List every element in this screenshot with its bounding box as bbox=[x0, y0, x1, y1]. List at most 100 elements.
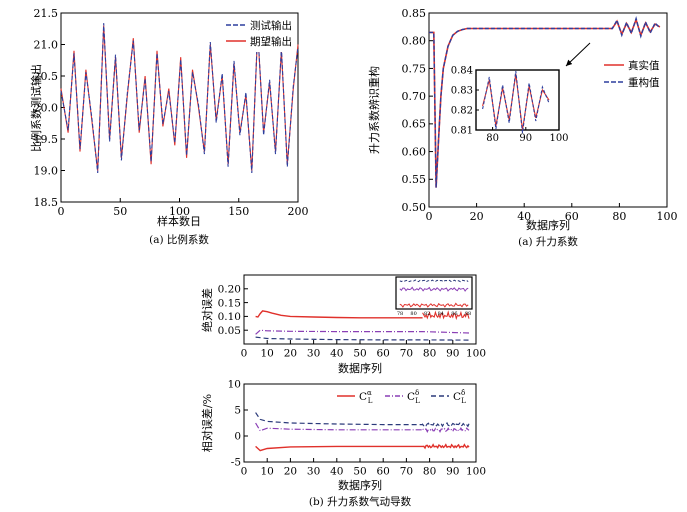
p4-legend-alpha-sub: L bbox=[368, 397, 373, 405]
chart-p2: 0 20 40 60 80 100 0.50 0.55 0.60 0.65 0.70 0.75 0.8… bbox=[367, 7, 678, 248]
p3-inset-red bbox=[399, 302, 469, 308]
p4-y-ticks: -5 0 5 10 bbox=[228, 379, 248, 469]
p4-legend-delta-label: Cδ L bbox=[407, 389, 420, 405]
p2-x-axis-label: 数据序列 bbox=[526, 218, 570, 232]
p2-inset-y-tick-label: 0.82 bbox=[451, 106, 473, 117]
p4-legend-deltadot-base: C bbox=[453, 391, 461, 403]
p2-x-tick-label: 100 bbox=[657, 210, 678, 223]
p2-zoom-arrow bbox=[565, 42, 591, 67]
p4-x-tick-label: 10 bbox=[261, 466, 274, 478]
p2-x-tick-label: 40 bbox=[517, 210, 531, 223]
p3-inset: 78 80 82 84 86 88 bbox=[395, 276, 473, 317]
p3-x-tick-label: 40 bbox=[330, 348, 343, 360]
p1-x-tick-label: 200 bbox=[288, 205, 309, 218]
p2-x-tick-label: 80 bbox=[612, 210, 626, 223]
p3-y-ticks: 0.05 0.10 0.15 0.20 bbox=[218, 283, 248, 337]
p4-series-delta-line bbox=[255, 422, 470, 433]
p4-y-tick-label: 5 bbox=[234, 405, 241, 417]
p1-caption: (a) 比例系数 bbox=[149, 233, 209, 246]
p2-y-tick-label: 0.60 bbox=[402, 145, 427, 158]
p3-y-tick-label: 0.10 bbox=[218, 311, 241, 323]
p1-y-tick-label: 19.0 bbox=[34, 164, 59, 177]
p3-inset-x-tick-label: 86 bbox=[451, 311, 457, 317]
p1-x-tick-label: 100 bbox=[169, 205, 190, 218]
p3-x-tick-label: 60 bbox=[377, 348, 390, 360]
p4-x-tick-label: 80 bbox=[423, 466, 436, 478]
p4-y-tick-label: 10 bbox=[228, 379, 241, 391]
p1-x-ticks: 0 50 100 150 200 bbox=[58, 198, 309, 218]
p4-legend-deltadot-label: Cδ̇ L bbox=[453, 389, 466, 405]
p4-x-tick-label: 50 bbox=[353, 466, 366, 478]
p3-x-axis-label: 数据序列 bbox=[338, 361, 382, 375]
p2-plot-frame bbox=[428, 12, 668, 208]
p1-x-axis-label: 样本数日 bbox=[157, 214, 201, 228]
p4-legend-delta-sup: δ bbox=[415, 389, 419, 397]
p2-x-tick-label: 60 bbox=[565, 210, 579, 223]
p4-legend: Cα L Cδ L Cδ̇ L bbox=[337, 389, 466, 405]
p2-legend-true-label: 真实值 bbox=[628, 59, 660, 72]
p4-x-axis-label: 数据序列 bbox=[338, 478, 382, 492]
p1-legend-test-label: 测试输出 bbox=[250, 19, 292, 32]
p3-x-tick-label: 0 bbox=[241, 348, 248, 360]
p1-y-ticks: 18.5 19.0 19.5 20.0 20.5 21.0 21.5 bbox=[34, 7, 65, 209]
p2-inset-y-tick-label: 0.81 bbox=[451, 126, 473, 137]
p1-y-tick-label: 20.0 bbox=[34, 101, 59, 114]
p1-x-tick-label: 0 bbox=[58, 205, 65, 218]
p1-y-tick-label: 21.5 bbox=[34, 7, 59, 20]
p1-legend: 测试输出 期望输出 bbox=[222, 16, 296, 52]
p2-inset-x-tick-label: 80 bbox=[486, 133, 499, 144]
p2-y-tick-label: 0.85 bbox=[402, 7, 427, 20]
p3-series-red-line bbox=[255, 310, 423, 319]
p4-series-alpha-line bbox=[255, 443, 470, 452]
p2-inset-recon-line bbox=[482, 70, 550, 134]
p3-inset-x-tick-label: 82 bbox=[424, 311, 430, 317]
p2-inset-x-tick-label: 90 bbox=[519, 133, 532, 144]
p1-legend-expected-label: 期望输出 bbox=[250, 35, 292, 48]
p3-y-axis-label: 绝对误差 bbox=[200, 288, 214, 332]
p2-inset-y-tick-label: 0.84 bbox=[451, 66, 473, 77]
p2-legend: 真实值 重构值 bbox=[604, 59, 660, 89]
p4-legend-deltadot-sub: L bbox=[461, 397, 466, 405]
p2-series-reconstructed-line bbox=[429, 16, 661, 188]
chart-p1: 0 50 100 150 200 18.5 19.0 19.5 20.0 20.5 21.0 21.… bbox=[29, 7, 309, 246]
p3-series-blue-line bbox=[255, 336, 470, 341]
p2-caption: (a) 升力系数 bbox=[518, 235, 578, 248]
p3-inset-ticks: 78 80 82 84 86 88 bbox=[397, 311, 471, 317]
p3-x-tick-label: 50 bbox=[353, 348, 366, 360]
p3-x-tick-label: 80 bbox=[423, 348, 436, 360]
p4-x-tick-label: 90 bbox=[446, 466, 459, 478]
p2-y-tick-label: 0.80 bbox=[402, 35, 427, 48]
p4-x-tick-label: 20 bbox=[284, 466, 297, 478]
p2-x-ticks: 0 20 40 60 80 100 bbox=[426, 203, 678, 223]
p3-x-tick-label: 70 bbox=[400, 348, 413, 360]
p4-x-tick-label: 40 bbox=[330, 466, 343, 478]
p4-y-axis-label: 相对误差/% bbox=[200, 394, 214, 452]
p2-legend-recon-label: 重构值 bbox=[628, 76, 660, 89]
p4-x-tick-label: 60 bbox=[377, 466, 390, 478]
p4-x-tick-label: 30 bbox=[307, 466, 320, 478]
p4-legend-delta-base: C bbox=[407, 391, 415, 403]
p2-y-tick-label: 0.75 bbox=[402, 62, 427, 75]
p4-legend-alpha-base: C bbox=[359, 391, 367, 403]
p1-x-tick-label: 150 bbox=[228, 205, 249, 218]
p2-y-ticks: 0.50 0.55 0.60 0.65 0.70 0.75 0.80 0.85 bbox=[402, 7, 433, 214]
p3-inset-x-tick-label: 78 bbox=[397, 311, 403, 317]
p3-inset-x-tick-label: 88 bbox=[465, 311, 471, 317]
p4-x-ticks: 0 10 20 30 40 50 60 70 80 90 100 bbox=[241, 458, 486, 478]
p3-series-red-tail bbox=[422, 310, 470, 321]
p2-inset: 80 90 100 0.81 0.82 0.83 0.84 bbox=[451, 66, 569, 145]
p3-inset-purple bbox=[399, 286, 469, 292]
p4-x-tick-label: 100 bbox=[466, 466, 486, 478]
p3-x-tick-label: 10 bbox=[261, 348, 274, 360]
p1-y-tick-label: 18.5 bbox=[34, 196, 59, 209]
p3-x-tick-label: 100 bbox=[466, 348, 486, 360]
p3-y-tick-label: 0.15 bbox=[218, 297, 241, 309]
p4-x-tick-label: 70 bbox=[400, 466, 413, 478]
p2-inset-y-tick-label: 0.83 bbox=[451, 86, 473, 97]
p2-y-tick-label: 0.65 bbox=[402, 118, 427, 131]
p3-inset-x-tick-label: 84 bbox=[438, 311, 444, 317]
p2-x-tick-label: 0 bbox=[426, 210, 433, 223]
p2-y-tick-label: 0.50 bbox=[402, 201, 427, 214]
p1-y-tick-label: 19.5 bbox=[34, 133, 59, 146]
